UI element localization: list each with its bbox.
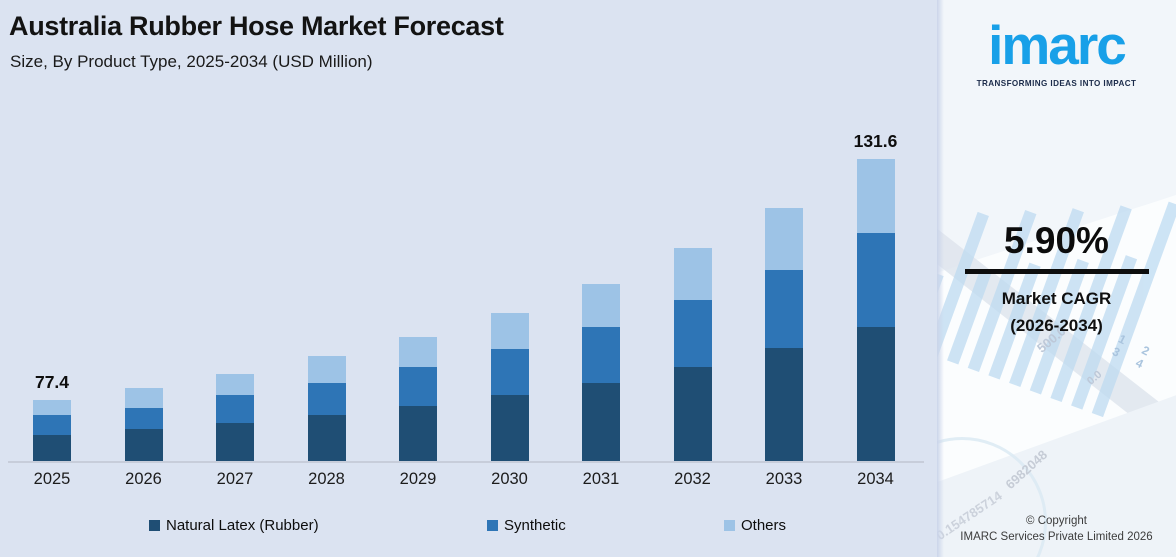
bar-segment-natural-latex-rubber- — [673, 367, 712, 461]
legend-swatch — [487, 520, 498, 531]
bar-2031 — [582, 284, 620, 461]
bar-2026 — [124, 388, 163, 461]
legend-swatch — [724, 520, 735, 531]
legend-label: Others — [741, 517, 787, 534]
bar-segment-synthetic — [307, 383, 346, 415]
cagr-underline — [964, 269, 1149, 274]
bar-segment-others — [490, 313, 529, 349]
bar-segment-others — [765, 208, 803, 270]
bar-segment-natural-latex-rubber- — [216, 423, 254, 461]
legend-item-others: Others — [724, 517, 786, 534]
x-tick-label-2025: 2025 — [33, 470, 71, 488]
x-tick-label-2026: 2026 — [125, 470, 162, 488]
cagr-label-line2: (2026-2034) — [1010, 316, 1103, 336]
bar-segment-synthetic — [399, 367, 437, 406]
legend-item-natural-latex-rubber-: Natural Latex (Rubber) — [149, 517, 319, 534]
x-axis-line — [8, 461, 924, 463]
x-tick-label-2028: 2028 — [308, 470, 345, 488]
imarc-logo: imarc TRANSFORMING IDEAS INTO IMPACT — [937, 4, 1176, 88]
legend-label: Natural Latex (Rubber) — [166, 517, 319, 534]
x-tick-label-2030: 2030 — [491, 470, 528, 488]
value-label-2025: 77.4 — [34, 372, 70, 392]
bar-2029 — [399, 337, 437, 461]
bar-segment-others — [216, 374, 254, 395]
x-tick-label-2033: 2033 — [765, 470, 803, 488]
bar-segment-others — [33, 400, 71, 415]
bar-segment-natural-latex-rubber- — [33, 435, 71, 461]
bar-segment-synthetic — [765, 270, 803, 348]
bar-segment-others — [124, 388, 163, 408]
bar-2034 — [856, 159, 895, 461]
bar-segment-natural-latex-rubber- — [490, 395, 529, 461]
bar-segment-natural-latex-rubber- — [765, 348, 803, 461]
x-tick-label-2031: 2031 — [582, 470, 620, 488]
bar-segment-others — [399, 337, 437, 367]
bar-2027 — [216, 374, 254, 461]
bar-segment-synthetic — [124, 408, 163, 429]
x-tick-label-2029: 2029 — [399, 470, 437, 488]
bar-segment-others — [856, 159, 895, 233]
imarc-logo-tagline: TRANSFORMING IDEAS INTO IMPACT — [976, 78, 1137, 88]
legend-item-synthetic: Synthetic — [487, 517, 566, 534]
bar-segment-synthetic — [33, 415, 71, 435]
bar-segment-others — [673, 248, 712, 300]
page-title: Australia Rubber Hose Market Forecast — [9, 11, 504, 41]
bar-2025 — [33, 400, 71, 461]
copyright-line1: © Copyright — [1026, 514, 1087, 527]
bar-2028 — [307, 356, 346, 461]
cagr-value: 5.90% — [1004, 220, 1109, 261]
bar-segment-synthetic — [856, 233, 895, 327]
bar-segment-natural-latex-rubber- — [399, 406, 437, 461]
value-label-2034: 131.6 — [853, 131, 898, 151]
brand-panel: 500.0 0.0 1 2 3 4 6982048 0.154785714 im… — [937, 0, 1176, 557]
bar-segment-synthetic — [673, 300, 712, 367]
cagr-block: 5.90% Market CAGR (2026-2034) — [937, 220, 1176, 339]
bar-2032 — [673, 248, 712, 461]
bar-segment-natural-latex-rubber- — [582, 383, 620, 461]
bar-segment-synthetic — [490, 349, 529, 395]
bar-segment-synthetic — [216, 395, 254, 423]
brand-content: imarc TRANSFORMING IDEAS INTO IMPACT 5.9… — [937, 0, 1176, 557]
bar-segment-natural-latex-rubber- — [856, 327, 895, 461]
x-tick-label-2027: 2027 — [216, 470, 254, 488]
legend-swatch — [149, 520, 160, 531]
imarc-logo-text: imarc — [988, 14, 1127, 76]
bar-segment-natural-latex-rubber- — [307, 415, 346, 461]
bar-segment-others — [307, 356, 346, 383]
chart-panel: Australia Rubber Hose Market Forecast Si… — [0, 0, 937, 557]
chart-subtitle: Size, By Product Type, 2025-2034 (USD Mi… — [10, 52, 373, 71]
cagr-label-line1: Market CAGR — [1001, 289, 1112, 308]
bar-segment-natural-latex-rubber- — [124, 429, 163, 461]
bar-2030 — [490, 313, 529, 461]
copyright: © Copyright IMARC Services Private Limit… — [937, 513, 1176, 546]
bar-segment-others — [582, 284, 620, 327]
bar-2033 — [765, 208, 803, 461]
x-tick-label-2032: 2032 — [674, 470, 711, 488]
x-tick-label-2034: 2034 — [857, 470, 894, 488]
copyright-line2: IMARC Services Private Limited 2026 — [960, 531, 1153, 544]
bar-segment-synthetic — [582, 327, 620, 383]
legend-label: Synthetic — [504, 517, 566, 534]
